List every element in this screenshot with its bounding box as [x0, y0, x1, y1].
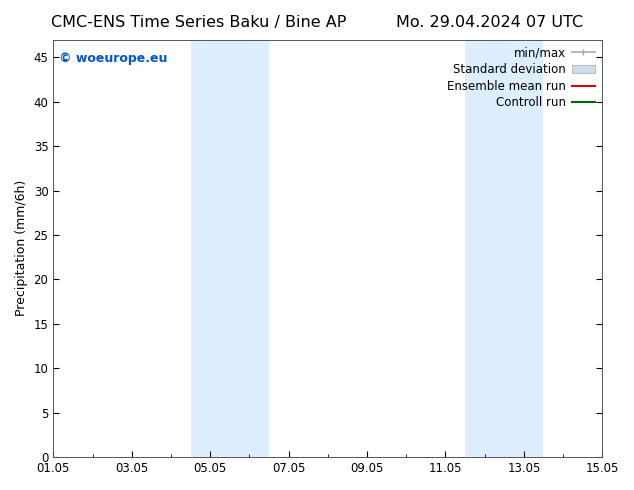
- Y-axis label: Precipitation (mm/6h): Precipitation (mm/6h): [15, 180, 28, 317]
- Bar: [191, 40, 269, 457]
- Legend: min/max, Standard deviation, Ensemble mean run, Controll run: min/max, Standard deviation, Ensemble me…: [442, 42, 600, 114]
- Text: Mo. 29.04.2024 07 UTC: Mo. 29.04.2024 07 UTC: [396, 15, 583, 30]
- Text: © woeurope.eu: © woeurope.eu: [59, 52, 167, 65]
- Text: CMC-ENS Time Series Baku / Bine AP: CMC-ENS Time Series Baku / Bine AP: [51, 15, 346, 30]
- Bar: [465, 40, 543, 457]
